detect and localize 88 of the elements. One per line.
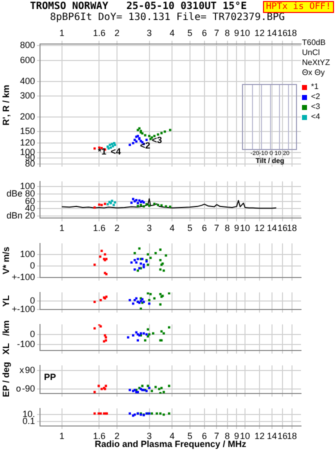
legend-label: <2 <box>311 92 320 102</box>
x-tick-label: 10 <box>240 223 250 234</box>
legend-label: *1 <box>311 82 319 92</box>
y-tick-label: 200 <box>20 111 35 122</box>
x-tick-label: 5 <box>187 223 192 234</box>
x-tick-label: 1.6 <box>92 430 106 441</box>
x-tick-label: 10 <box>240 28 250 38</box>
y-tick-label: 600 <box>20 54 35 65</box>
x-tick-label: 8 <box>224 223 230 234</box>
x-tick-label: 16 <box>277 28 288 38</box>
annotation: <4 <box>110 146 121 156</box>
legend-label: <4 <box>311 112 320 122</box>
y-axis-title: V* m/s <box>0 246 11 274</box>
x-tick-label: 12 <box>254 430 265 441</box>
x-tick-label: 12 <box>254 28 265 38</box>
x-tick-label: 1 <box>59 223 64 234</box>
y-tick-label: 100 <box>20 248 35 259</box>
y-tick-label: 0.1 <box>22 416 35 426</box>
text: HPTx is OFF! <box>262 1 334 13</box>
y-tick-label: 60 <box>24 196 35 206</box>
x-tick-label: 18 <box>286 223 297 234</box>
y-tick-label: -90 <box>22 383 35 394</box>
text: UnCl <box>302 48 321 58</box>
x-tick-label: 9 <box>234 223 240 234</box>
x-tick-label: 6 <box>202 430 207 441</box>
y-axis-title: YL <box>0 294 11 307</box>
x-tick-label: 16 <box>277 430 288 441</box>
x-tick-label: 3 <box>146 223 152 234</box>
annotation: <3 <box>152 135 162 146</box>
y-tick-label: -100 <box>16 338 35 349</box>
x-tick-label: 1.6 <box>92 223 106 234</box>
x-tick-label: 4 <box>170 28 175 38</box>
y-tick-label: 150 <box>20 126 35 136</box>
x-tick-label: 2 <box>114 28 120 38</box>
x-tick-label: 6 <box>202 223 207 234</box>
y-tick-label: 400 <box>20 76 35 86</box>
y-tick-label: 300 <box>20 90 35 101</box>
x-tick-label: 8 <box>224 430 230 441</box>
annotation: PP <box>44 372 56 382</box>
x-tick-label: 10 <box>240 430 250 441</box>
y-tick-label: +-100 <box>12 272 35 282</box>
text: T60dB <box>302 38 327 48</box>
x-tick-label: 14 <box>266 28 277 38</box>
x-tick-label: 14 <box>266 430 277 441</box>
text: o <box>16 383 21 394</box>
chart-subtitle: 8pBP6It DoY= 130.131 File= TR702379.BPG <box>50 12 285 23</box>
x-tick-label: 1 <box>59 28 64 38</box>
x-tick-label: 7 <box>214 223 220 234</box>
y-axis-title: EP / deg <box>0 362 11 398</box>
x-tick-label: 16 <box>277 223 288 234</box>
x-tick-label: 9 <box>234 430 240 441</box>
text: Θy <box>314 68 325 77</box>
y-tick-label: 90 <box>24 365 35 376</box>
annotation: <2 <box>140 140 150 151</box>
x-tick-label: 6 <box>202 28 207 38</box>
y-tick-label: 800 <box>20 40 35 50</box>
x-tick-label: 18 <box>286 28 297 38</box>
x-tick-label: 3 <box>146 28 152 38</box>
y-tick-label: 0 <box>30 295 35 306</box>
x-axis-title: Radio and Plasma Frequency / MHz <box>94 439 247 450</box>
x-tick-label: 5 <box>187 28 192 38</box>
x-tick-label: 18 <box>286 430 297 441</box>
chart-title: TROMSO NORWAY 25-05-10 0310UT 15°E <box>30 1 247 12</box>
y-axis-title: R', R / km <box>0 84 11 126</box>
x-tick-label: 1.6 <box>92 28 106 38</box>
y-tick-label: +-100 <box>12 304 35 314</box>
x-tick-label: 14 <box>266 223 277 234</box>
text: Θx <box>302 68 312 77</box>
annotation: *1 <box>98 146 106 156</box>
x-tick-label: 9 <box>234 28 240 38</box>
x-tick-label: 4 <box>170 430 175 441</box>
y-axis-title: XL /km <box>0 320 11 355</box>
y-tick-label: 0 <box>30 260 35 270</box>
y-tick-label: 0 <box>30 328 35 339</box>
text: NeXtYZ <box>302 58 332 68</box>
x-tick-label: 12 <box>254 223 265 234</box>
x-tick-label: 2 <box>114 223 120 234</box>
x-tick-label: 8 <box>224 28 230 38</box>
x-tick-label: 3 <box>146 430 152 441</box>
x-tick-label: 5 <box>187 430 192 441</box>
legend-label: <3 <box>311 102 320 112</box>
x-tick-label: 4 <box>170 223 175 234</box>
text: x <box>19 365 24 376</box>
x-tick-label: 7 <box>214 28 220 38</box>
x-tick-label: 1 <box>59 430 64 441</box>
x-tick-label: 2 <box>114 430 120 441</box>
x-tick-label: 7 <box>214 430 220 441</box>
y-tick-label: 120 <box>20 138 35 148</box>
